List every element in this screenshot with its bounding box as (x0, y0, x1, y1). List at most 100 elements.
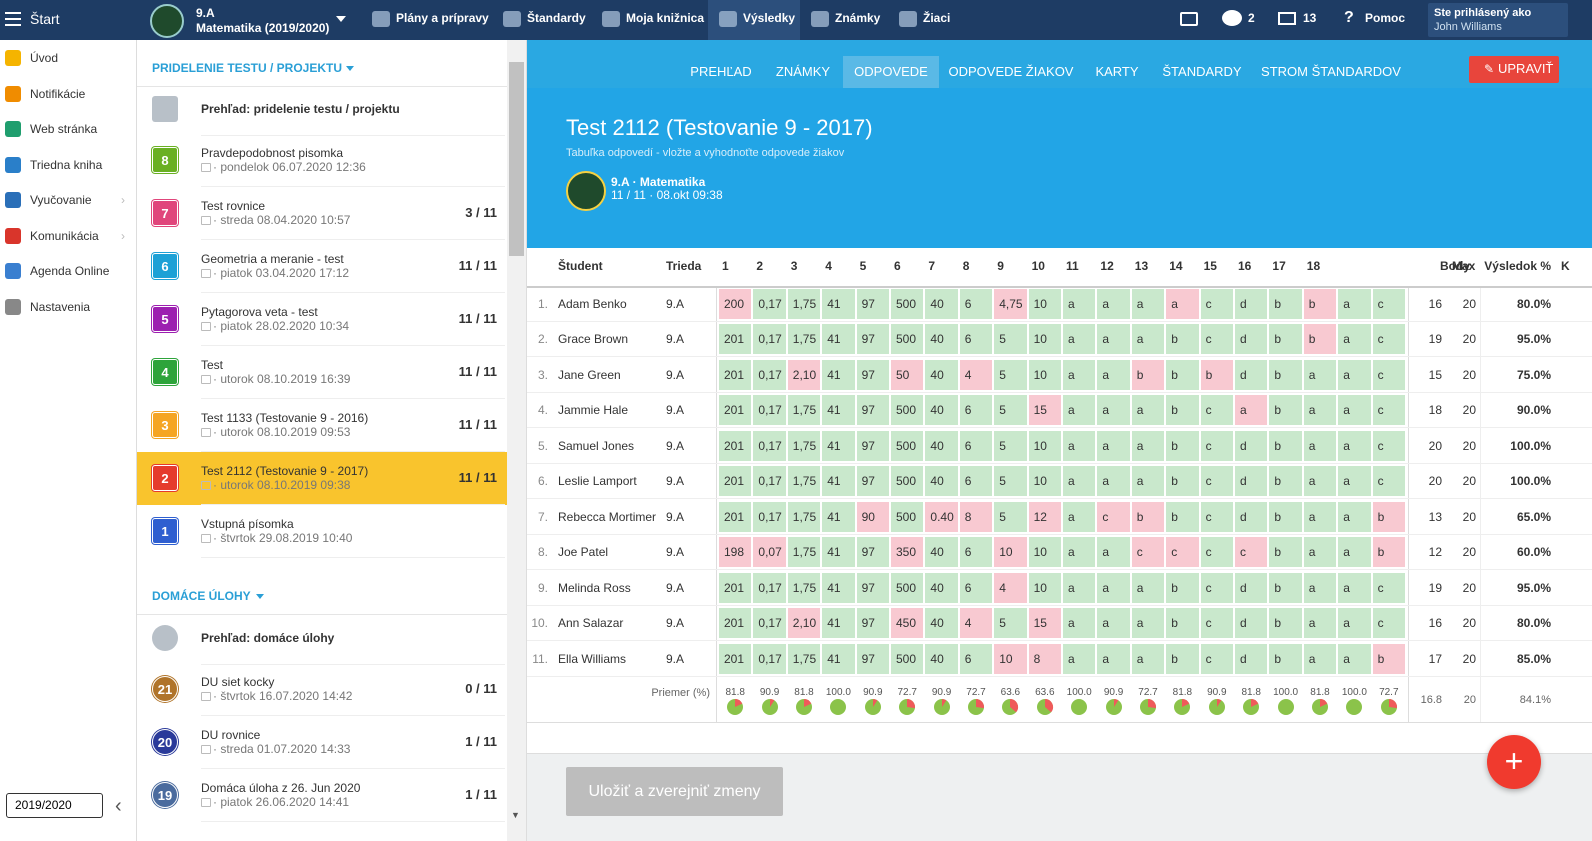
answer-cell[interactable]: 4 (959, 608, 993, 639)
answer-cell[interactable]: 500 (891, 501, 924, 532)
answer-cell[interactable]: 6 (959, 537, 993, 568)
answer-cell[interactable]: 41 (822, 608, 855, 639)
answer-cell[interactable]: b (1200, 359, 1233, 390)
item-title[interactable]: Test 2112 (Testovanie 9 - 2017) (201, 464, 369, 478)
answer-cell[interactable]: 41 (822, 537, 855, 568)
answer-cell[interactable]: a (1338, 572, 1371, 603)
answer-cell[interactable]: a (1097, 572, 1130, 603)
answer-cell[interactable]: a (1303, 359, 1337, 390)
answer-cell[interactable]: 40 (925, 289, 958, 319)
answer-cell[interactable]: a (1097, 643, 1130, 674)
answer-cell[interactable]: b (1166, 608, 1199, 639)
item-title[interactable]: Geometria a meranie - test (201, 252, 344, 266)
answer-cell[interactable]: 0,17 (753, 501, 786, 532)
answer-cell[interactable]: 10 (1028, 572, 1061, 603)
answer-cell[interactable]: 15 (1028, 395, 1061, 426)
sidebar-item[interactable]: Agenda Online (30, 264, 110, 278)
answer-cell[interactable]: b (1269, 501, 1302, 532)
answer-cell[interactable]: a (1063, 643, 1096, 674)
answer-cell[interactable]: a (1338, 289, 1371, 319)
answer-cell[interactable]: 10 (1028, 537, 1061, 568)
answer-cell[interactable]: a (1338, 608, 1371, 639)
answer-cell[interactable]: 201 (719, 359, 752, 390)
subject[interactable]: Matematika (2019/2020) (196, 21, 330, 35)
answer-cell[interactable]: a (1338, 537, 1371, 568)
answer-cell[interactable]: d (1235, 501, 1268, 532)
nav-item[interactable]: Plány a prípravy (396, 11, 489, 25)
answer-cell[interactable]: 97 (856, 359, 889, 390)
answer-cell[interactable]: 2,10 (787, 608, 821, 639)
answer-cell[interactable]: 10 (1028, 289, 1061, 319)
sidebar-item[interactable]: Vyučovanie (30, 193, 92, 207)
answer-cell[interactable]: b (1166, 430, 1199, 461)
answer-cell[interactable]: a (1097, 395, 1130, 426)
answer-cell[interactable]: 4 (994, 572, 1027, 603)
answer-cell[interactable]: 10 (1028, 359, 1061, 390)
answer-cell[interactable]: a (1063, 324, 1096, 355)
answer-cell[interactable]: a (1131, 324, 1165, 355)
answer-cell[interactable]: b (1131, 501, 1165, 532)
answer-cell[interactable]: 500 (891, 324, 924, 355)
answer-cell[interactable]: d (1235, 643, 1268, 674)
answer-cell[interactable]: b (1372, 643, 1405, 674)
answer-cell[interactable]: a (1166, 289, 1199, 319)
answer-cell[interactable]: d (1235, 572, 1268, 603)
answer-cell[interactable]: a (1338, 324, 1371, 355)
sidebar-item[interactable]: Triedna kniha (30, 157, 103, 172)
answer-cell[interactable]: c (1372, 466, 1405, 497)
answer-cell[interactable]: a (1235, 395, 1268, 426)
answer-cell[interactable]: 97 (856, 395, 889, 426)
answer-cell[interactable]: c (1372, 324, 1405, 355)
collapse-button[interactable]: ‹ (115, 795, 122, 817)
answer-cell[interactable]: 201 (719, 395, 752, 426)
answer-cell[interactable]: 97 (856, 643, 889, 674)
answer-cell[interactable]: a (1063, 466, 1096, 497)
answer-cell[interactable]: 97 (856, 572, 889, 603)
answer-cell[interactable]: a (1063, 537, 1096, 568)
answer-cell[interactable]: a (1303, 572, 1337, 603)
answer-cell[interactable]: 201 (719, 501, 752, 532)
answer-cell[interactable]: 2,10 (787, 359, 821, 390)
answer-cell[interactable]: 40 (925, 430, 958, 461)
answer-cell[interactable]: 0,17 (753, 395, 786, 426)
answer-cell[interactable]: 201 (719, 430, 752, 461)
answer-cell[interactable]: 10 (1028, 466, 1061, 497)
answer-cell[interactable]: d (1235, 466, 1268, 497)
answer-cell[interactable]: a (1131, 289, 1165, 319)
answer-cell[interactable]: b (1269, 430, 1302, 461)
answer-cell[interactable]: a (1338, 430, 1371, 461)
answer-cell[interactable]: b (1269, 608, 1302, 639)
answer-cell[interactable]: 40 (925, 572, 958, 603)
answer-cell[interactable]: a (1063, 501, 1096, 532)
student-name[interactable]: Grace Brown (558, 332, 629, 347)
answer-cell[interactable]: 97 (856, 608, 889, 639)
answer-cell[interactable]: b (1269, 395, 1302, 426)
answer-cell[interactable]: a (1338, 395, 1371, 426)
answer-cell[interactable]: c (1200, 466, 1233, 497)
item-title[interactable]: Test (201, 358, 224, 372)
answer-cell[interactable]: a (1097, 324, 1130, 355)
answer-cell[interactable]: 500 (891, 643, 924, 674)
answer-cell[interactable]: 41 (822, 395, 855, 426)
answer-cell[interactable]: 40 (925, 395, 958, 426)
answer-cell[interactable]: c (1372, 430, 1405, 461)
nav-item[interactable]: Výsledky (743, 11, 796, 25)
answer-cell[interactable]: 500 (891, 572, 924, 603)
answer-cell[interactable]: b (1166, 643, 1199, 674)
answer-cell[interactable]: a (1063, 359, 1096, 390)
edit-button[interactable] (1469, 56, 1559, 83)
student-name[interactable]: Melinda Ross (558, 580, 631, 595)
answer-cell[interactable]: 201 (719, 324, 752, 355)
item-title[interactable]: DU siet kocky (201, 675, 275, 689)
answer-cell[interactable]: 41 (822, 501, 855, 532)
answer-cell[interactable]: 1,75 (787, 430, 821, 461)
answer-cell[interactable]: 40 (925, 324, 958, 355)
answer-cell[interactable]: a (1131, 608, 1165, 639)
nav-item[interactable]: Žiaci (923, 11, 951, 25)
answer-cell[interactable]: 450 (891, 608, 924, 639)
answer-cell[interactable]: b (1303, 324, 1337, 355)
sidebar-item[interactable]: Nastavenia (30, 299, 91, 314)
nav-item[interactable]: Štandardy (527, 11, 586, 25)
year-select[interactable]: 2019/2020 (6, 793, 103, 818)
answer-cell[interactable]: 6 (959, 324, 993, 355)
